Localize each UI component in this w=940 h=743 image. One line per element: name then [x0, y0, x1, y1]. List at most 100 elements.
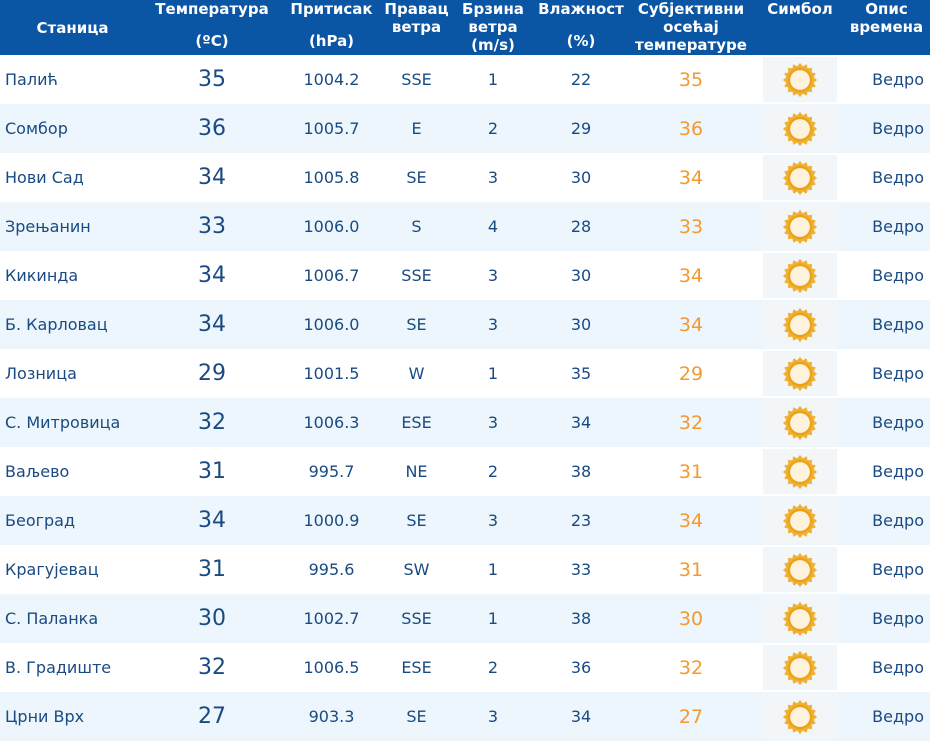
wind-direction-cell: S	[384, 202, 449, 251]
wind-direction-cell: SSE	[384, 594, 449, 643]
table-row: Палић 35 1004.2 SSE 1 22 35 Ведро	[0, 55, 930, 104]
header-unit: (hPa)	[308, 32, 355, 50]
header-label: (m/s)	[471, 36, 515, 54]
sun-icon	[782, 503, 818, 538]
header-label: Температура	[155, 0, 269, 18]
humidity-cell: 30	[537, 300, 625, 349]
table-row: Сомбор 36 1005.7 E 2 29 36 Ведро	[0, 104, 930, 153]
temperature-cell: 32	[145, 398, 279, 447]
pressure-cell: 995.6	[279, 545, 384, 594]
table-row: Ваљево 31 995.7 NE 2 38 31 Ведро	[0, 447, 930, 496]
station-cell: Зрењанин	[0, 202, 145, 251]
temperature-cell: 32	[145, 643, 279, 692]
sun-icon	[782, 552, 818, 587]
header-label: Станица	[36, 18, 109, 37]
header-unit: (%)	[566, 32, 596, 50]
wind-direction-cell: SE	[384, 692, 449, 741]
description-cell: Ведро	[843, 55, 930, 104]
wind-direction-cell: SSE	[384, 55, 449, 104]
header-label: осећај	[663, 18, 719, 36]
pressure-cell: 1006.0	[279, 202, 384, 251]
symbol-cell	[757, 349, 843, 398]
temperature-cell: 31	[145, 545, 279, 594]
pressure-cell: 1006.7	[279, 251, 384, 300]
pressure-cell: 1001.5	[279, 349, 384, 398]
humidity-cell: 23	[537, 496, 625, 545]
station-cell: Ваљево	[0, 447, 145, 496]
header-label: Опис	[865, 0, 908, 18]
temperature-cell: 30	[145, 594, 279, 643]
description-cell: Ведро	[843, 300, 930, 349]
feels-like-cell: 32	[625, 643, 757, 692]
temperature-cell: 35	[145, 55, 279, 104]
station-cell: С. Паланка	[0, 594, 145, 643]
humidity-cell: 38	[537, 447, 625, 496]
column-header-description: Опис времена	[843, 0, 930, 55]
humidity-cell: 28	[537, 202, 625, 251]
table-row: Зрењанин 33 1006.0 S 4 28 33 Ведро	[0, 202, 930, 251]
description-cell: Ведро	[843, 153, 930, 202]
feels-like-cell: 34	[625, 251, 757, 300]
wind-speed-cell: 3	[449, 153, 537, 202]
station-cell: Црни Врх	[0, 692, 145, 741]
header-label: Притисак	[290, 0, 373, 18]
station-cell: С. Митровица	[0, 398, 145, 447]
symbol-cell	[757, 643, 843, 692]
station-cell: Крагујевац	[0, 545, 145, 594]
table-row: Нови Сад 34 1005.8 SE 3 30 34 Ведро	[0, 153, 930, 202]
temperature-cell: 31	[145, 447, 279, 496]
station-cell: Београд	[0, 496, 145, 545]
wind-direction-cell: SE	[384, 153, 449, 202]
wind-direction-cell: NE	[384, 447, 449, 496]
wind-speed-cell: 3	[449, 251, 537, 300]
header-label: Симбол	[767, 0, 833, 18]
wind-speed-cell: 3	[449, 692, 537, 741]
station-cell: Сомбор	[0, 104, 145, 153]
column-header-wind-speed: Брзина ветра (m/s)	[449, 0, 537, 55]
pressure-cell: 1006.3	[279, 398, 384, 447]
description-cell: Ведро	[843, 251, 930, 300]
table-row: В. Градиште 32 1006.5 ESE 2 36 32 Ведро	[0, 643, 930, 692]
table-row: Београд 34 1000.9 SE 3 23 34 Ведро	[0, 496, 930, 545]
feels-like-cell: 35	[625, 55, 757, 104]
description-cell: Ведро	[843, 643, 930, 692]
table-row: Лозница 29 1001.5 W 1 35 29 Ведро	[0, 349, 930, 398]
station-cell: Лозница	[0, 349, 145, 398]
description-cell: Ведро	[843, 349, 930, 398]
wind-speed-cell: 1	[449, 545, 537, 594]
symbol-cell	[757, 202, 843, 251]
pressure-cell: 903.3	[279, 692, 384, 741]
description-cell: Ведро	[843, 692, 930, 741]
pressure-cell: 1004.2	[279, 55, 384, 104]
table-body: Палић 35 1004.2 SSE 1 22 35 Ведро Сомбор 36 1005.7…	[0, 55, 930, 741]
humidity-cell: 30	[537, 251, 625, 300]
humidity-cell: 36	[537, 643, 625, 692]
sun-icon	[782, 209, 818, 244]
table-row: С. Митровица 32 1006.3 ESE 3 34 32 Ведро	[0, 398, 930, 447]
wind-speed-cell: 3	[449, 496, 537, 545]
header-unit: (ºC)	[195, 32, 229, 50]
temperature-cell: 29	[145, 349, 279, 398]
column-header-temperature: Температура (ºC)	[145, 0, 279, 55]
feels-like-cell: 27	[625, 692, 757, 741]
symbol-cell	[757, 104, 843, 153]
temperature-cell: 34	[145, 496, 279, 545]
sun-icon	[782, 650, 818, 685]
wind-speed-cell: 2	[449, 643, 537, 692]
sun-icon	[782, 111, 818, 146]
description-cell: Ведро	[843, 398, 930, 447]
symbol-cell	[757, 251, 843, 300]
station-cell: В. Градиште	[0, 643, 145, 692]
pressure-cell: 1006.0	[279, 300, 384, 349]
wind-speed-cell: 1	[449, 594, 537, 643]
symbol-cell	[757, 496, 843, 545]
wind-direction-cell: W	[384, 349, 449, 398]
feels-like-cell: 30	[625, 594, 757, 643]
temperature-cell: 33	[145, 202, 279, 251]
description-cell: Ведро	[843, 104, 930, 153]
temperature-cell: 34	[145, 251, 279, 300]
humidity-cell: 34	[537, 692, 625, 741]
humidity-cell: 30	[537, 153, 625, 202]
humidity-cell: 34	[537, 398, 625, 447]
